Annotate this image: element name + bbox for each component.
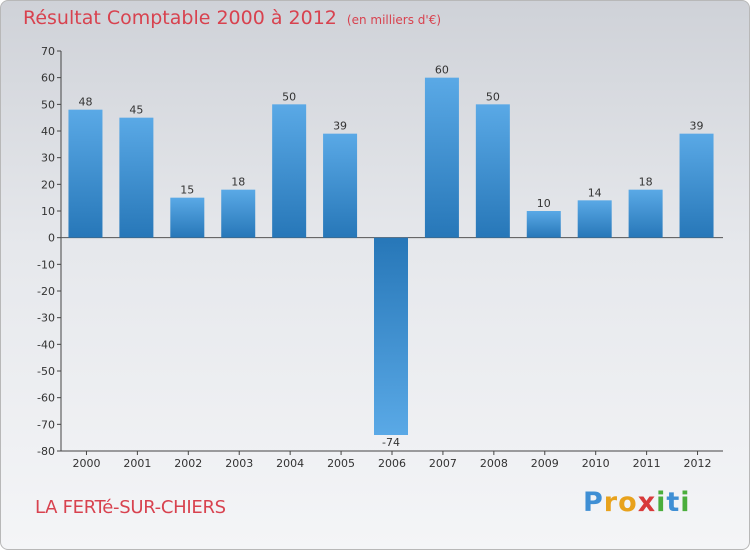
bar xyxy=(221,189,256,238)
y-tick-label: 20 xyxy=(41,178,55,191)
x-tick-label: 2010 xyxy=(582,457,610,470)
bar-value-label: 48 xyxy=(78,96,92,109)
bar xyxy=(424,77,459,238)
bar-value-label: 45 xyxy=(129,104,143,117)
bar xyxy=(272,104,307,238)
bar xyxy=(679,133,714,238)
bar-value-label: 39 xyxy=(333,120,347,133)
y-tick-label: -10 xyxy=(37,258,55,271)
logo-letter: i xyxy=(656,487,667,518)
bar-value-label: 39 xyxy=(690,120,704,133)
bar-value-label: 18 xyxy=(231,176,245,189)
y-tick-label: 10 xyxy=(41,205,55,218)
logo-letter: i xyxy=(680,487,691,518)
bar-value-label: -74 xyxy=(382,436,400,449)
bar xyxy=(68,109,103,238)
x-tick-label: 2011 xyxy=(633,457,661,470)
y-tick-label: -70 xyxy=(37,418,55,431)
x-tick-label: 2003 xyxy=(225,457,253,470)
bar xyxy=(119,117,154,238)
x-tick-label: 2008 xyxy=(480,457,508,470)
logo-letter: o xyxy=(618,487,638,518)
y-tick-label: -20 xyxy=(37,285,55,298)
logo-letter: x xyxy=(637,487,657,518)
bar-value-label: 60 xyxy=(435,64,449,77)
bar-value-label: 10 xyxy=(537,197,551,210)
bar xyxy=(475,104,510,238)
x-tick-label: 2002 xyxy=(174,457,202,470)
proxiti-logo: Proxiti xyxy=(583,487,691,518)
chart-title-unit: (en milliers d'€) xyxy=(346,13,442,27)
commune-name: LA FERTé-SUR-CHIERS xyxy=(35,497,226,518)
bar xyxy=(628,189,663,238)
bar-value-label: 14 xyxy=(588,186,602,199)
bar xyxy=(526,211,561,238)
y-tick-label: -60 xyxy=(37,392,55,405)
x-tick-label: 2006 xyxy=(378,457,406,470)
x-tick-label: 2009 xyxy=(531,457,559,470)
y-tick-label: -50 xyxy=(37,365,55,378)
x-tick-label: 2007 xyxy=(429,457,457,470)
y-tick-label: 30 xyxy=(41,152,55,165)
bar xyxy=(323,133,358,238)
bar-value-label: 50 xyxy=(282,90,296,103)
y-tick-label: 40 xyxy=(41,125,55,138)
x-tick-label: 2001 xyxy=(123,457,151,470)
x-tick-label: 2000 xyxy=(72,457,100,470)
y-tick-label: 50 xyxy=(41,98,55,111)
y-tick-label: 60 xyxy=(41,72,55,85)
bar xyxy=(577,200,612,238)
logo-letter: t xyxy=(666,487,681,518)
x-tick-label: 2004 xyxy=(276,457,304,470)
bar-value-label: 15 xyxy=(180,184,194,197)
bar-value-label: 18 xyxy=(639,176,653,189)
y-tick-label: 70 xyxy=(41,45,55,58)
bar xyxy=(170,197,205,238)
logo-letter: P xyxy=(583,487,604,518)
chart-title-main: Résultat Comptable 2000 à 2012 xyxy=(23,7,337,29)
y-tick-label: -80 xyxy=(37,445,55,458)
chart-title: Résultat Comptable 2000 à 2012 (en millie… xyxy=(23,7,441,29)
x-tick-label: 2005 xyxy=(327,457,355,470)
logo-letter: r xyxy=(603,487,619,518)
y-tick-label: -40 xyxy=(37,338,55,351)
x-tick-label: 2012 xyxy=(684,457,712,470)
y-tick-label: 0 xyxy=(48,232,55,245)
bar-value-label: 50 xyxy=(486,90,500,103)
y-tick-label: -30 xyxy=(37,312,55,325)
bar xyxy=(374,237,408,435)
